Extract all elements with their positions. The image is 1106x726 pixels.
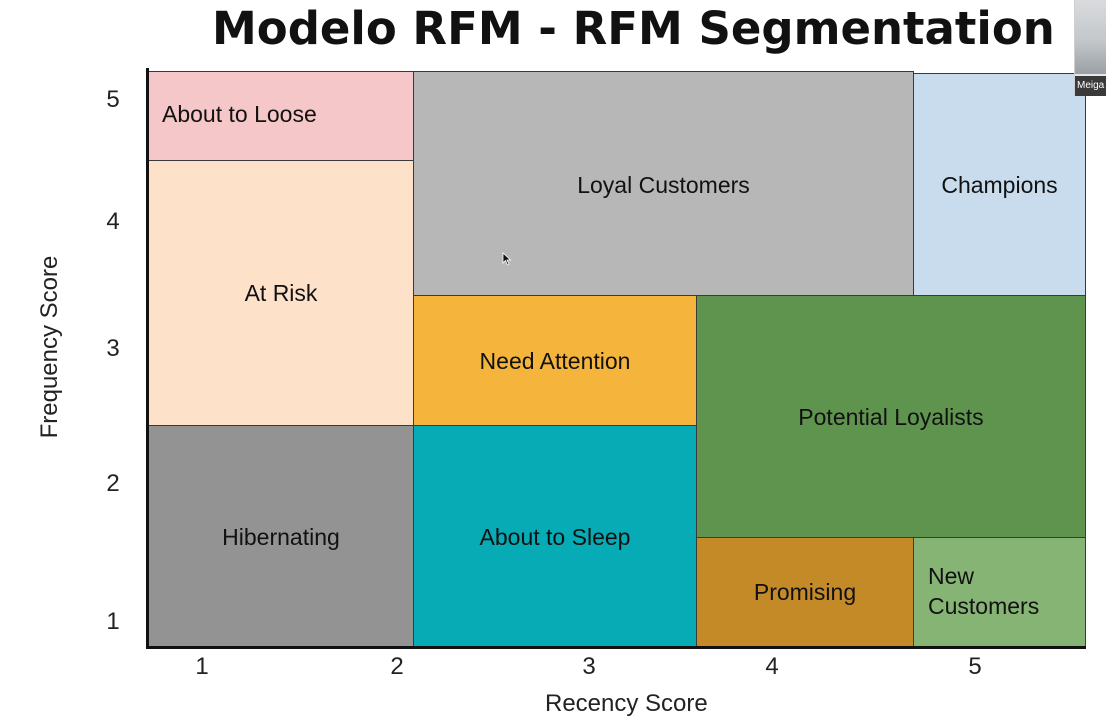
y-tick-1: 1 (106, 608, 120, 635)
segment-label-about-to-loose: About to Loose (162, 101, 317, 128)
segment-label-loyal-customers: Loyal Customers (577, 172, 750, 198)
segment-label-hibernating: Hibernating (222, 524, 340, 550)
segment-champions: Champions (913, 73, 1086, 296)
x-tick-1: 1 (195, 653, 209, 680)
segment-label-promising: Promising (753, 579, 857, 605)
y-axis-line (146, 68, 149, 648)
segment-at-risk: At Risk (148, 160, 414, 426)
segment-label-at-risk: At Risk (244, 280, 318, 306)
segment-label-need-attention: Need Attention (479, 348, 631, 374)
x-tick-5: 5 (968, 653, 982, 680)
segment-label-potential-loyalists: Potential Loyalists (798, 404, 984, 430)
diagram-title: Modelo RFM - RFM Segmentation (212, 2, 1055, 55)
segment-about-to-loose: About to Loose (148, 71, 414, 161)
y-tick-2: 2 (106, 470, 120, 497)
segment-label-champions: Champions (941, 172, 1058, 198)
y-tick-4: 4 (106, 208, 120, 235)
y-tick-5: 5 (106, 86, 120, 113)
segment-promising: Promising (696, 537, 914, 647)
x-tick-2: 2 (390, 653, 404, 680)
segment-hibernating: Hibernating (148, 425, 414, 647)
segment-need-attention: Need Attention (413, 295, 697, 426)
segment-new-customers: New Customers (913, 537, 1086, 647)
x-axis-title: Recency Score (545, 690, 708, 717)
y-tick-3: 3 (106, 335, 120, 362)
segment-about-to-sleep: About to Sleep (413, 425, 697, 647)
webcam-thumbnail[interactable]: Meiga (1074, 0, 1106, 96)
segment-potential-loyalists: Potential Loyalists (696, 295, 1086, 538)
x-tick-3: 3 (582, 653, 596, 680)
webcam-name-label: Meiga (1075, 76, 1106, 96)
segment-label-new-customers: New Customers (928, 563, 1040, 619)
x-axis-line (146, 646, 1086, 649)
x-tick-4: 4 (765, 653, 779, 680)
segment-label-about-to-sleep: About to Sleep (479, 524, 631, 550)
y-axis-title: Frequency Score (36, 255, 63, 439)
mouse-cursor-icon (502, 252, 512, 266)
webcam-video (1075, 0, 1106, 74)
segment-loyal-customers: Loyal Customers (413, 71, 914, 296)
